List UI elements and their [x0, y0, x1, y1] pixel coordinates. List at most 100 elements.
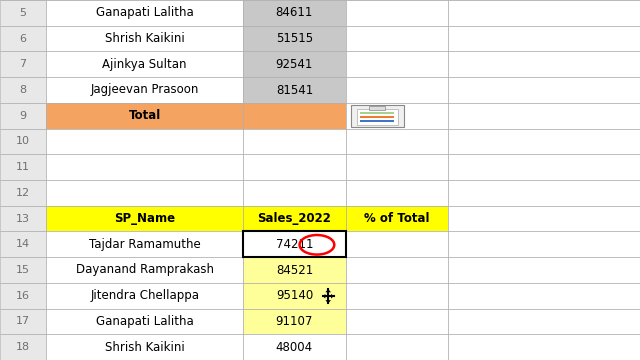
Bar: [243, 231, 346, 257]
Bar: [243, 0, 346, 26]
Bar: [46, 129, 243, 154]
Bar: [46, 77, 243, 103]
Bar: [243, 103, 346, 129]
Text: 84611: 84611: [276, 6, 313, 19]
Bar: [448, 129, 640, 154]
Bar: [346, 231, 448, 257]
Bar: [360, 116, 394, 118]
Polygon shape: [325, 289, 331, 292]
Bar: [346, 26, 448, 51]
Bar: [448, 51, 640, 77]
Bar: [46, 180, 243, 206]
Bar: [0, 26, 46, 51]
Bar: [243, 129, 346, 154]
Bar: [0, 180, 46, 206]
Bar: [46, 77, 243, 103]
Bar: [346, 309, 448, 334]
Bar: [448, 334, 640, 360]
Bar: [360, 120, 394, 122]
Bar: [46, 334, 243, 360]
Bar: [351, 105, 404, 126]
Bar: [346, 129, 448, 154]
Bar: [346, 283, 448, 309]
Text: SP_Name: SP_Name: [114, 212, 175, 225]
Text: 18: 18: [16, 342, 30, 352]
Bar: [243, 257, 346, 283]
Bar: [448, 231, 640, 257]
Bar: [448, 51, 640, 77]
Bar: [0, 309, 46, 334]
Bar: [448, 154, 640, 180]
Bar: [0, 206, 46, 231]
Text: Jitendra Chellappa: Jitendra Chellappa: [90, 289, 199, 302]
Bar: [346, 283, 448, 309]
Bar: [346, 154, 448, 180]
Bar: [46, 103, 243, 129]
Bar: [346, 206, 448, 231]
Bar: [46, 0, 243, 26]
Bar: [448, 26, 640, 51]
Bar: [0, 257, 46, 283]
Bar: [448, 154, 640, 180]
Text: 81541: 81541: [276, 84, 313, 96]
Bar: [448, 334, 640, 360]
Bar: [346, 154, 448, 180]
Text: Shrish Kaikini: Shrish Kaikini: [105, 341, 184, 354]
Text: 14: 14: [16, 239, 30, 249]
Bar: [243, 283, 346, 309]
Bar: [346, 206, 448, 231]
Bar: [46, 231, 243, 257]
Bar: [243, 51, 346, 77]
Bar: [243, 334, 346, 360]
Bar: [46, 26, 243, 51]
Bar: [243, 231, 346, 257]
Bar: [0, 154, 46, 180]
Bar: [369, 107, 385, 110]
Text: 17: 17: [16, 316, 30, 327]
Bar: [0, 0, 46, 26]
Text: Dayanand Ramprakash: Dayanand Ramprakash: [76, 264, 214, 276]
Bar: [346, 51, 448, 77]
Bar: [346, 103, 448, 129]
Text: Ganapati Lalitha: Ganapati Lalitha: [96, 315, 193, 328]
Bar: [448, 26, 640, 51]
Bar: [46, 206, 243, 231]
Bar: [0, 206, 46, 231]
Text: 84521: 84521: [276, 264, 313, 276]
Text: Jagjeevan Prasoon: Jagjeevan Prasoon: [90, 84, 199, 96]
Bar: [0, 334, 46, 360]
Bar: [243, 77, 346, 103]
Bar: [346, 0, 448, 26]
Text: Ganapati Lalitha: Ganapati Lalitha: [96, 6, 193, 19]
Bar: [448, 231, 640, 257]
Bar: [0, 154, 46, 180]
Bar: [0, 26, 46, 51]
Bar: [0, 77, 46, 103]
Bar: [46, 309, 243, 334]
Bar: [0, 0, 46, 26]
Bar: [448, 0, 640, 26]
Bar: [0, 77, 46, 103]
Bar: [346, 77, 448, 103]
Bar: [448, 103, 640, 129]
Polygon shape: [331, 294, 334, 298]
Bar: [243, 206, 346, 231]
Polygon shape: [323, 294, 325, 298]
Bar: [243, 154, 346, 180]
Bar: [46, 283, 243, 309]
Bar: [346, 231, 448, 257]
Text: 16: 16: [16, 291, 30, 301]
Bar: [346, 257, 448, 283]
Bar: [357, 109, 397, 125]
Bar: [448, 309, 640, 334]
Text: 10: 10: [16, 136, 30, 147]
Bar: [448, 257, 640, 283]
Bar: [46, 154, 243, 180]
Text: 51515: 51515: [276, 32, 313, 45]
Bar: [448, 77, 640, 103]
Bar: [46, 0, 243, 26]
Bar: [0, 51, 46, 77]
Bar: [243, 180, 346, 206]
Bar: [346, 309, 448, 334]
Bar: [448, 0, 640, 26]
